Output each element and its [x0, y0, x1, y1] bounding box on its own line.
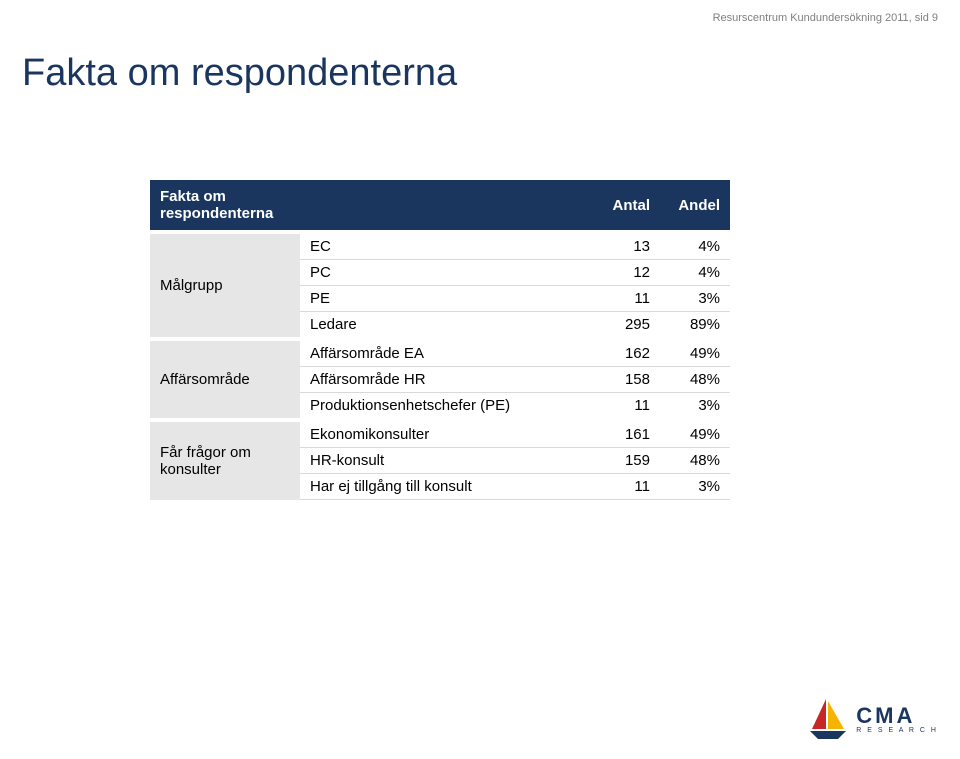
row-label: Affärsområde HR — [300, 367, 590, 393]
table-row: Affärsområde Affärsområde EA 162 49% — [150, 339, 730, 367]
row-antal: 13 — [590, 232, 660, 260]
row-antal: 11 — [590, 393, 660, 421]
row-label: Affärsområde EA — [300, 339, 590, 367]
header-note: Resurscentrum Kundundersökning 2011, sid… — [713, 12, 938, 24]
logo-sub: R E S E A R C H — [856, 727, 938, 734]
sail-left — [812, 699, 826, 729]
respondent-table: Fakta om respondenterna Antal Andel Målg… — [150, 180, 730, 500]
row-antal: 158 — [590, 367, 660, 393]
logo-text: CMA R E S E A R C H — [856, 705, 938, 734]
row-andel: 3% — [660, 393, 730, 421]
category-cell: Affärsområde — [150, 339, 300, 420]
table-body: Målgrupp EC 13 4% PC 12 4% PE 11 3% Leda… — [150, 232, 730, 500]
table-row: Får frågor om konsulter Ekonomikonsulter… — [150, 420, 730, 448]
respondent-table-container: Fakta om respondenterna Antal Andel Målg… — [150, 180, 730, 500]
row-antal: 161 — [590, 420, 660, 448]
table-row: Målgrupp EC 13 4% — [150, 232, 730, 260]
th-antal: Antal — [590, 180, 660, 232]
row-andel: 48% — [660, 448, 730, 474]
th-label — [300, 180, 590, 232]
logo-brand: CMA — [856, 705, 938, 727]
row-andel: 3% — [660, 474, 730, 500]
page-title: Fakta om respondenterna — [22, 52, 457, 95]
row-antal: 11 — [590, 474, 660, 500]
row-label: Ledare — [300, 312, 590, 340]
row-label: Ekonomikonsulter — [300, 420, 590, 448]
row-antal: 12 — [590, 260, 660, 286]
row-andel: 49% — [660, 339, 730, 367]
cma-logo: CMA R E S E A R C H — [808, 697, 938, 741]
row-label: PC — [300, 260, 590, 286]
row-label: PE — [300, 286, 590, 312]
row-label: EC — [300, 232, 590, 260]
row-andel: 48% — [660, 367, 730, 393]
sail-right — [828, 701, 844, 729]
row-andel: 4% — [660, 260, 730, 286]
th-category: Fakta om respondenterna — [150, 180, 300, 232]
row-label: HR-konsult — [300, 448, 590, 474]
row-andel: 49% — [660, 420, 730, 448]
row-andel: 4% — [660, 232, 730, 260]
row-andel: 3% — [660, 286, 730, 312]
category-cell: Får frågor om konsulter — [150, 420, 300, 500]
row-antal: 162 — [590, 339, 660, 367]
row-antal: 295 — [590, 312, 660, 340]
hull — [810, 731, 846, 739]
row-label: Har ej tillgång till konsult — [300, 474, 590, 500]
row-antal: 159 — [590, 448, 660, 474]
sail-icon — [808, 697, 848, 741]
row-label: Produktionsenhetschefer (PE) — [300, 393, 590, 421]
th-andel: Andel — [660, 180, 730, 232]
category-cell: Målgrupp — [150, 232, 300, 339]
row-antal: 11 — [590, 286, 660, 312]
row-andel: 89% — [660, 312, 730, 340]
table-header-row: Fakta om respondenterna Antal Andel — [150, 180, 730, 232]
